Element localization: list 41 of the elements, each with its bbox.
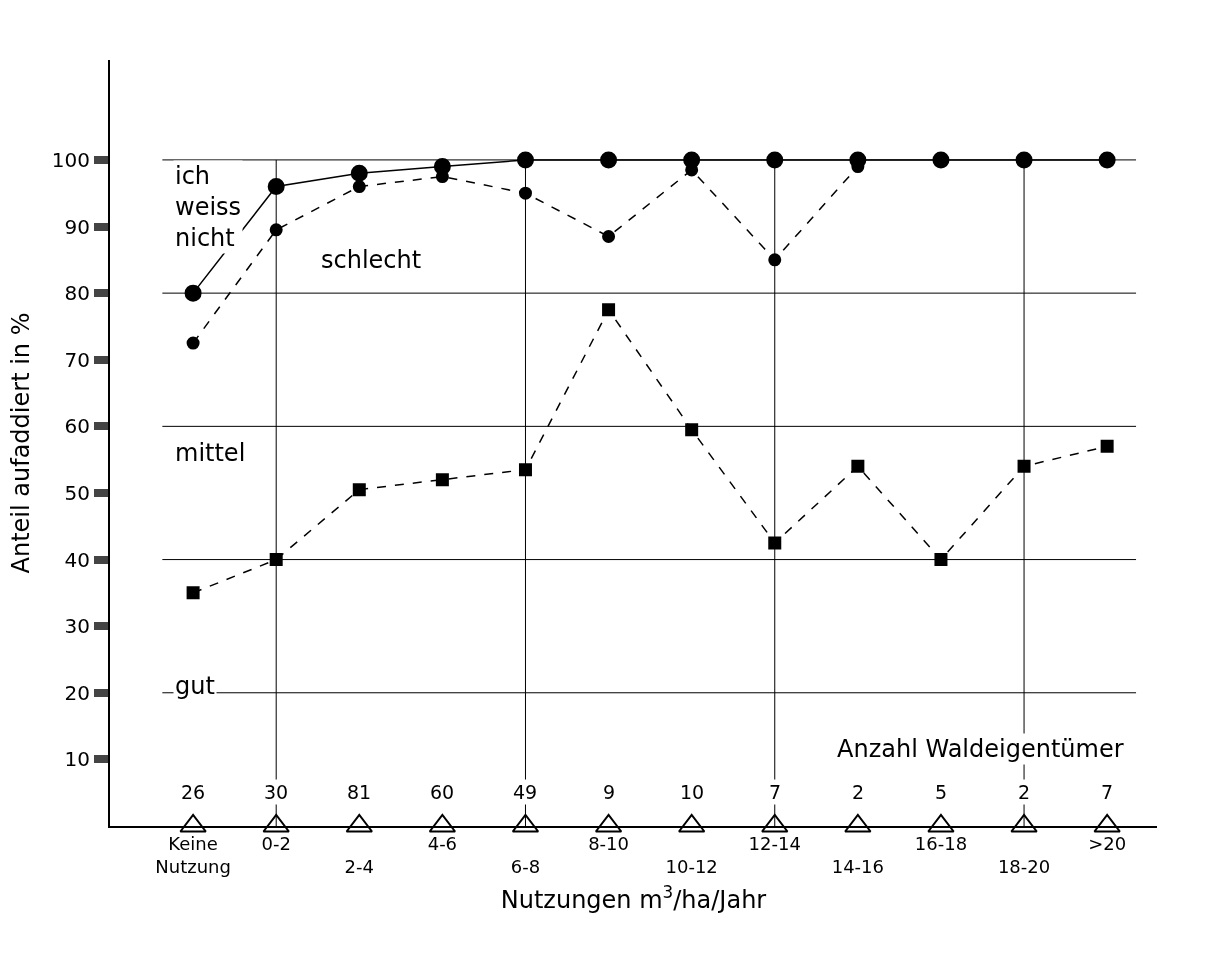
annotation: 81 xyxy=(347,781,372,803)
annotation: 60 xyxy=(430,781,455,803)
x-tick-label: 10-12 xyxy=(665,856,718,877)
annotation: 26 xyxy=(181,781,206,803)
annotation: 7 xyxy=(769,781,782,803)
annotation: 2 xyxy=(852,781,865,803)
annotation: 49 xyxy=(513,781,538,803)
annotation: mittel xyxy=(175,439,246,467)
y-tick-label: 10 xyxy=(64,747,90,772)
x-tick-label: Keine Nutzung xyxy=(155,832,231,877)
annotation: 10 xyxy=(680,781,705,803)
annotation: 9 xyxy=(603,781,616,803)
x-tick-label: 12-14 xyxy=(748,832,801,854)
y-tick-label: 50 xyxy=(64,480,90,505)
annotation: schlecht xyxy=(321,246,422,274)
annotation: 5 xyxy=(935,781,948,803)
annotation: 30 xyxy=(264,781,289,803)
y-tick-label: 70 xyxy=(64,347,90,372)
x-tick-label: 0-2 xyxy=(261,832,291,854)
x-tick-label: 2-4 xyxy=(344,856,374,877)
x-tick-label: 6-8 xyxy=(510,856,541,877)
y-axis-title: Anteil aufaddiert in % xyxy=(7,312,36,574)
y-tick-label: 20 xyxy=(64,680,90,705)
y-tick-label: 90 xyxy=(64,214,90,239)
x-tick-label: 14-16 xyxy=(831,856,885,877)
y-tick-label: 80 xyxy=(64,281,90,306)
y-tick-label: 40 xyxy=(64,547,90,572)
y-tick-label: 100 xyxy=(51,147,90,172)
x-tick-label: 8-10 xyxy=(588,832,629,854)
annotation: gut xyxy=(175,672,215,700)
x-tick-label: 18-20 xyxy=(997,856,1051,877)
x-tick-label: 4-6 xyxy=(427,832,458,854)
annotation: ich weiss nicht xyxy=(175,162,242,253)
y-tick-label: 30 xyxy=(64,614,90,639)
annotation: Anzahl Waldeigentümer xyxy=(837,735,1124,763)
y-tick-label: 60 xyxy=(64,414,90,439)
x-axis-title: Nutzungen m$^{3}$/ha/Jahr xyxy=(500,881,767,914)
x-tick-label: >20 xyxy=(1088,832,1127,854)
annotation: 7 xyxy=(1101,781,1114,803)
x-tick-label: 16-18 xyxy=(914,832,968,854)
annotation: 2 xyxy=(1018,781,1031,803)
